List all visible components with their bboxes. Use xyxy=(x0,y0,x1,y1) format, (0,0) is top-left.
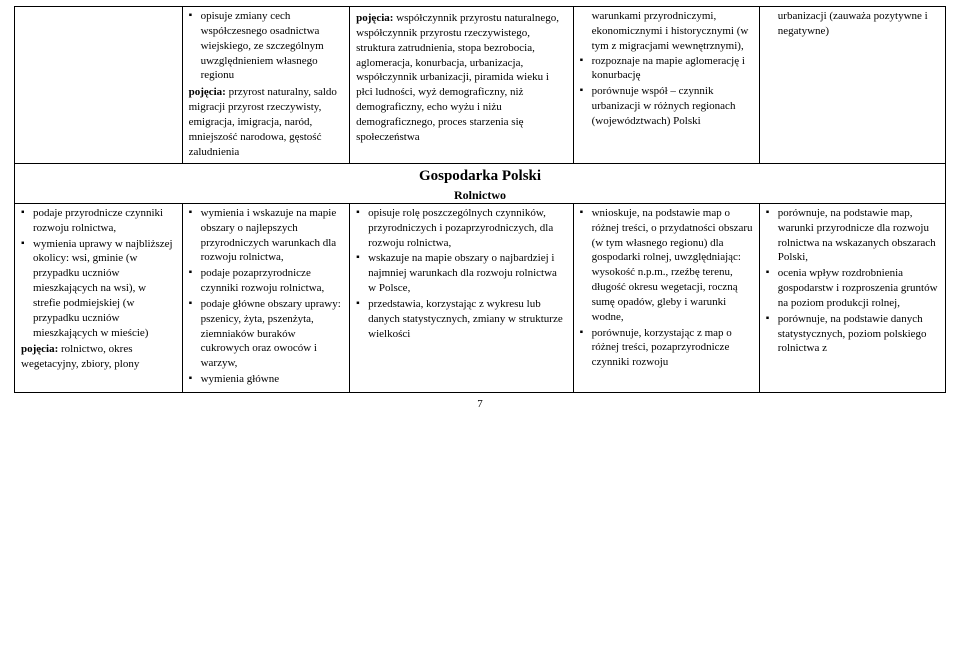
concepts-block: pojęcia: rolnictwo, okres wegetacyjny, z… xyxy=(21,342,176,372)
concepts-label: pojęcia: xyxy=(189,86,226,98)
concepts-label: pojęcia: xyxy=(356,12,393,24)
list-item: wnioskuje, na podstawie map o różnej tre… xyxy=(580,206,753,325)
list-item: opisuje zmiany cech współczesnego osadni… xyxy=(189,9,344,83)
concepts-label: pojęcia: xyxy=(21,343,58,355)
list-item: opisuje rolę poszczególnych czynników, p… xyxy=(356,206,566,251)
list-item: porównuje, na podstawie map, warunki prz… xyxy=(766,206,939,265)
list-item: porównuje, na podstawie danych statystyc… xyxy=(766,312,939,357)
list-item: wymienia uprawy w najbliższej okolicy: w… xyxy=(21,237,176,341)
cell-r2-c2: wymienia i wskazuje na mapie obszary o n… xyxy=(182,203,350,392)
cell-r2-c4: wnioskuje, na podstawie map o różnej tre… xyxy=(573,203,759,392)
cell-r1-c5: urbanizacji (zauważa pozytywne i negatyw… xyxy=(759,7,945,164)
list-item: wskazuje na mapie obszary o najbardziej … xyxy=(356,251,566,296)
concepts-block: pojęcia: przyrost naturalny, saldo migra… xyxy=(189,85,344,159)
list-item: rozpoznaje na mapie aglomerację i konurb… xyxy=(580,54,753,84)
bullet-list: podaje przyrodnicze czynniki rozwoju rol… xyxy=(21,206,176,341)
cell-r1-c1 xyxy=(15,7,183,164)
list-item: podaje przyrodnicze czynniki rozwoju rol… xyxy=(21,206,176,236)
section-heading-cell: Gospodarka Polski Rolnictwo xyxy=(15,164,946,203)
concepts-text: współczynnik przyrostu naturalnego, wspó… xyxy=(356,12,559,143)
list-item: wymienia główne xyxy=(189,372,344,387)
cell-r2-c3: opisuje rolę poszczególnych czynników, p… xyxy=(350,203,573,392)
list-item: podaje główne obszary uprawy: pszenicy, … xyxy=(189,297,344,371)
list-item: porównuje, korzystając z map o różnej tr… xyxy=(580,326,753,371)
bullet-list: opisuje rolę poszczególnych czynników, p… xyxy=(356,206,566,342)
cell-r1-c3: pojęcia: współczynnik przyrostu naturaln… xyxy=(350,7,573,164)
list-item: ocenia wpływ rozdrobnienia gospodarstw i… xyxy=(766,266,939,311)
cell-r2-c1: podaje przyrodnicze czynniki rozwoju rol… xyxy=(15,203,183,392)
curriculum-table: opisuje zmiany cech współczesnego osadni… xyxy=(14,6,946,393)
list-item: przedstawia, korzystając z wykresu lub d… xyxy=(356,297,566,342)
table-row: opisuje zmiany cech współczesnego osadni… xyxy=(15,7,946,164)
bullet-list: porównuje, na podstawie map, warunki prz… xyxy=(766,206,939,356)
bullet-list: opisuje zmiany cech współczesnego osadni… xyxy=(189,9,344,83)
bullet-list: rozpoznaje na mapie aglomerację i konurb… xyxy=(580,54,753,129)
bullet-list: wymienia i wskazuje na mapie obszary o n… xyxy=(189,206,344,387)
continuation-text: warunkami przyrodniczymi, ekonomicznymi … xyxy=(580,9,753,54)
cell-r1-c2: opisuje zmiany cech współczesnego osadni… xyxy=(182,7,350,164)
page-number: 7 xyxy=(14,397,946,412)
section-title-sub: Rolnictwo xyxy=(15,187,945,203)
list-item: podaje pozaprzyrodnicze czynniki rozwoju… xyxy=(189,266,344,296)
continuation-text: urbanizacji (zauważa pozytywne i negatyw… xyxy=(766,9,939,39)
bullet-list: wnioskuje, na podstawie map o różnej tre… xyxy=(580,206,753,370)
section-heading-row: Gospodarka Polski Rolnictwo xyxy=(15,164,946,203)
list-item: porównuje współ – czynnik urbanizacji w … xyxy=(580,84,753,129)
list-item: wymienia i wskazuje na mapie obszary o n… xyxy=(189,206,344,265)
cell-r1-c4: warunkami przyrodniczymi, ekonomicznymi … xyxy=(573,7,759,164)
concepts-block: pojęcia: współczynnik przyrostu naturaln… xyxy=(356,11,566,145)
section-title-main: Gospodarka Polski xyxy=(15,166,945,186)
cell-r2-c5: porównuje, na podstawie map, warunki prz… xyxy=(759,203,945,392)
table-row: podaje przyrodnicze czynniki rozwoju rol… xyxy=(15,203,946,392)
